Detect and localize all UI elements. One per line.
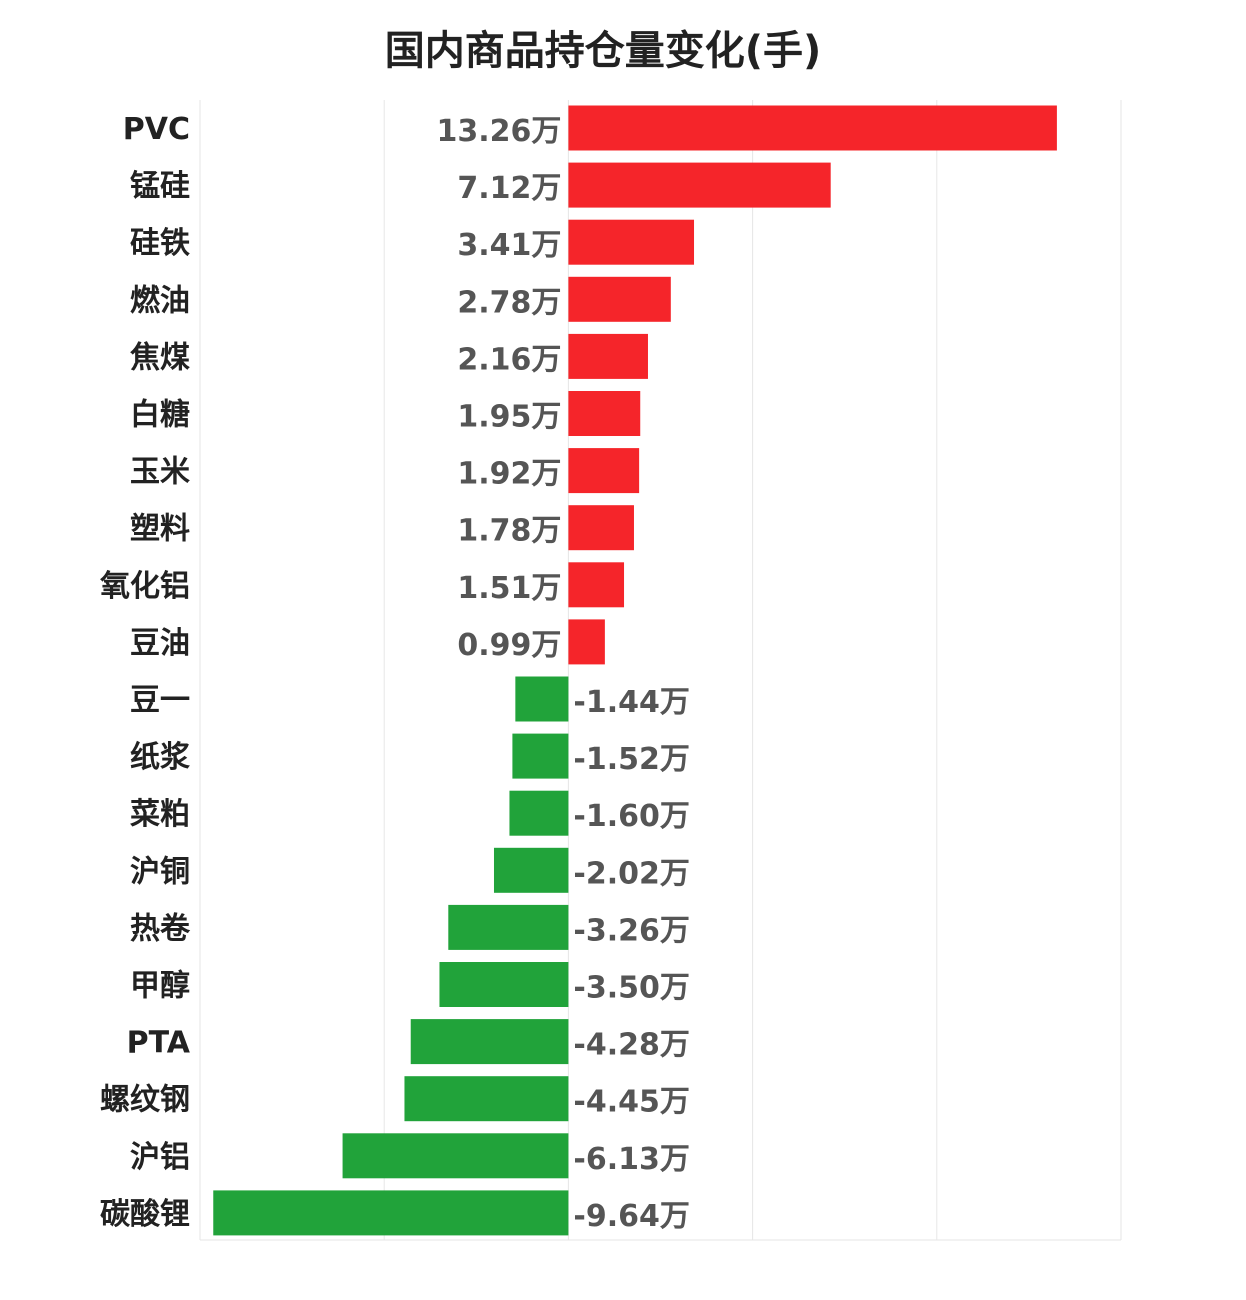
value-label: 2.78万 — [457, 285, 561, 320]
bar — [493, 847, 569, 893]
category-label: 玉米 — [130, 455, 190, 490]
category-label: 白糖 — [130, 398, 190, 433]
value-label: 13.26万 — [436, 114, 561, 149]
bar — [410, 1019, 569, 1065]
category-label: 氧化铝 — [100, 569, 190, 604]
category-label: 热卷 — [130, 911, 191, 946]
category-label: PVC — [123, 112, 190, 147]
bar — [568, 219, 695, 265]
bar — [568, 562, 625, 608]
category-label: 锰硅 — [130, 169, 190, 204]
value-labels: 13.26万 7.12万 3.41万 2.78万 2.16万 1.95万 1.92万 1.78… — [436, 114, 689, 1234]
category-label: 塑料 — [130, 512, 190, 547]
category-label: 燃油 — [130, 283, 190, 318]
category-label: 焦煤 — [130, 340, 190, 375]
bar — [448, 904, 569, 950]
bar — [439, 962, 569, 1007]
category-label: 豆一 — [130, 683, 190, 718]
category-label: 沪铜 — [130, 854, 190, 889]
bar — [515, 676, 569, 722]
value-label: -6.13万 — [573, 1142, 689, 1177]
category-label: 硅铁 — [130, 226, 190, 261]
value-label: 7.12万 — [457, 171, 561, 206]
value-label: -3.50万 — [573, 971, 689, 1006]
bar — [213, 1190, 569, 1236]
value-label: -9.64万 — [573, 1199, 689, 1234]
value-label: -1.44万 — [573, 685, 689, 720]
value-label: -3.26万 — [573, 913, 689, 948]
value-label: -1.60万 — [573, 799, 689, 834]
value-label: 1.95万 — [457, 400, 561, 435]
value-label: 1.51万 — [457, 571, 561, 606]
category-label: 豆油 — [130, 626, 190, 661]
bar — [568, 505, 634, 551]
grid-lines — [199, 100, 1122, 1241]
value-label: -4.45万 — [573, 1085, 689, 1120]
value-label: 1.78万 — [457, 514, 561, 549]
category-label: 菜粕 — [130, 797, 190, 832]
category-label: PTA — [127, 1026, 191, 1061]
bar — [568, 105, 1057, 151]
category-label: 碳酸锂 — [100, 1197, 190, 1232]
bar — [568, 162, 831, 208]
bar — [568, 391, 641, 436]
bar — [404, 1076, 569, 1122]
value-label: 1.92万 — [457, 457, 561, 492]
value-label: -1.52万 — [573, 742, 689, 777]
value-label: 2.16万 — [457, 342, 561, 377]
category-label: 甲醇 — [130, 969, 190, 1004]
bar — [509, 790, 569, 836]
category-label: 沪铝 — [130, 1140, 190, 1175]
bar — [568, 448, 640, 494]
value-label: 0.99万 — [457, 628, 561, 663]
bar — [568, 619, 605, 665]
bar — [568, 333, 648, 379]
bar — [568, 276, 671, 322]
category-label: 纸浆 — [130, 740, 190, 775]
chart-title: 国内商品持仓量变化(手) — [384, 28, 822, 74]
value-label: 3.41万 — [457, 228, 561, 263]
bars — [213, 105, 1057, 1236]
bar — [512, 733, 569, 779]
bar — [342, 1133, 569, 1179]
value-label: -2.02万 — [573, 856, 689, 891]
category-label: 螺纹钢 — [100, 1083, 190, 1118]
value-label: -4.28万 — [573, 1028, 689, 1063]
